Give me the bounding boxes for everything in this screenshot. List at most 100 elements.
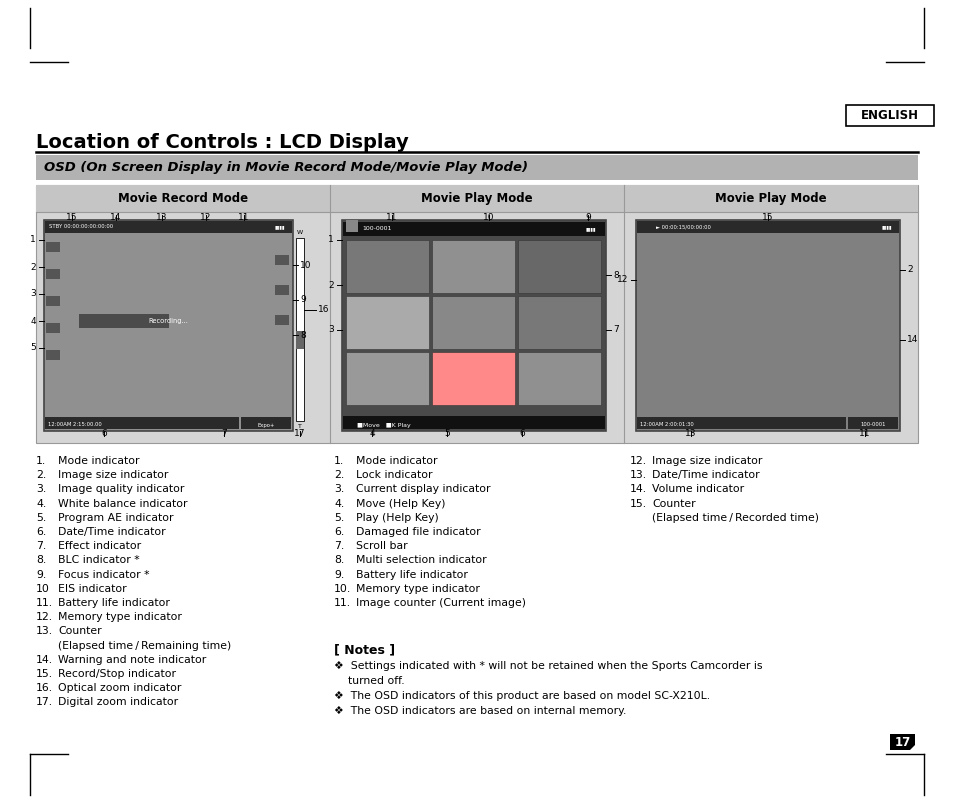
Text: 15: 15 [761, 213, 773, 222]
Text: ENGLISH: ENGLISH [861, 109, 918, 122]
Text: BLC indicator *: BLC indicator * [58, 556, 139, 565]
Bar [432, 240, 515, 293]
Bar [46, 323, 60, 333]
Text: ▮▮▮▮: ▮▮▮▮ [882, 225, 892, 229]
Text: [ Notes ]: [ Notes ] [334, 643, 395, 656]
Text: Warning and note indicator: Warning and note indicator [58, 654, 206, 665]
Text: STBY 00:00:00:00:00:00: STBY 00:00:00:00:00:00 [49, 225, 113, 229]
Text: Mode indicator: Mode indicator [355, 456, 437, 466]
Text: 1.: 1. [36, 456, 46, 466]
Text: Effect indicator: Effect indicator [58, 541, 141, 551]
Text: 3.: 3. [334, 484, 344, 494]
Text: Counter: Counter [651, 499, 695, 508]
Text: 6: 6 [518, 429, 524, 438]
Text: ❖  The OSD indicators of this product are based on model SC-X210L.: ❖ The OSD indicators of this product are… [334, 691, 709, 701]
Text: 14.: 14. [36, 654, 53, 665]
Text: 9.: 9. [334, 569, 344, 580]
Text: 1.: 1. [334, 456, 344, 466]
Text: Memory type indicator: Memory type indicator [58, 612, 182, 622]
Bar [845, 105, 933, 126]
Text: 17.: 17. [36, 698, 53, 707]
Text: Move (Help Key): Move (Help Key) [355, 499, 445, 508]
Bar [44, 220, 293, 431]
Text: 4.: 4. [36, 499, 46, 508]
Text: 3.: 3. [36, 484, 46, 494]
Text: ■Move   ■K Play: ■Move ■K Play [356, 423, 411, 427]
Text: 10.: 10. [334, 584, 351, 593]
Text: 8.: 8. [36, 556, 46, 565]
Bar [346, 296, 429, 349]
Text: 10: 10 [299, 261, 312, 269]
Bar [341, 220, 605, 431]
Bar [847, 417, 897, 429]
Text: 13: 13 [156, 213, 168, 222]
Text: 14: 14 [111, 213, 122, 222]
Bar [274, 255, 289, 265]
Text: Image size indicator: Image size indicator [58, 470, 168, 480]
Text: 13.: 13. [629, 470, 646, 480]
Text: 1: 1 [328, 236, 334, 245]
Text: 6.: 6. [334, 527, 344, 537]
Bar [295, 238, 304, 421]
Text: Movie Record Mode: Movie Record Mode [118, 192, 248, 205]
Text: 2: 2 [328, 281, 334, 290]
Text: 16: 16 [317, 306, 329, 314]
Text: 12: 12 [200, 213, 212, 222]
Text: Image counter (Current image): Image counter (Current image) [355, 598, 525, 608]
Text: Scroll bar: Scroll bar [355, 541, 407, 551]
Text: 2.: 2. [36, 470, 46, 480]
Text: Movie Play Mode: Movie Play Mode [420, 192, 533, 205]
Text: 10: 10 [36, 584, 50, 593]
Text: 9: 9 [299, 295, 305, 305]
Bar [79, 314, 169, 328]
Text: 15.: 15. [629, 499, 646, 508]
Text: Optical zoom indicator: Optical zoom indicator [58, 683, 181, 693]
Text: Image size indicator: Image size indicator [651, 456, 761, 466]
Text: 11: 11 [859, 429, 870, 438]
Bar [45, 417, 239, 429]
Text: 100-0001: 100-0001 [361, 226, 391, 232]
Text: Movie Play Mode: Movie Play Mode [715, 192, 826, 205]
Text: Counter: Counter [58, 626, 102, 637]
Bar [46, 350, 60, 360]
Text: Volume indicator: Volume indicator [651, 484, 743, 494]
Text: Current display indicator: Current display indicator [355, 484, 490, 494]
Text: 100-0001: 100-0001 [860, 423, 884, 427]
Text: 9: 9 [584, 213, 590, 222]
Text: Digital zoom indicator: Digital zoom indicator [58, 698, 178, 707]
Polygon shape [889, 734, 914, 750]
Text: 15: 15 [66, 213, 77, 222]
Text: 7.: 7. [334, 541, 344, 551]
Bar [46, 242, 60, 252]
Bar [636, 220, 899, 431]
Text: 14: 14 [906, 335, 918, 345]
Text: 12.: 12. [629, 456, 646, 466]
Text: Program AE indicator: Program AE indicator [58, 512, 173, 523]
Text: 12:00AM 2:15:00.00: 12:00AM 2:15:00.00 [48, 423, 102, 427]
Text: ▮▮▮▮: ▮▮▮▮ [585, 226, 596, 232]
Text: 11.: 11. [36, 598, 53, 608]
Bar [274, 315, 289, 325]
Text: Lock indicator: Lock indicator [355, 470, 432, 480]
Text: 2: 2 [30, 262, 36, 272]
Text: 7.: 7. [36, 541, 46, 551]
Text: 2: 2 [906, 265, 912, 274]
Text: 4: 4 [30, 317, 36, 326]
Text: Location of Controls : LCD Display: Location of Controls : LCD Display [36, 132, 408, 152]
Text: 10: 10 [483, 213, 495, 222]
Text: ❖  Settings indicated with * will not be retained when the Sports Camcorder is: ❖ Settings indicated with * will not be … [334, 661, 761, 670]
Text: 5: 5 [444, 429, 450, 438]
Text: ► 00:00:15/00:00:00: ► 00:00:15/00:00:00 [656, 225, 710, 229]
Text: EIS indicator: EIS indicator [58, 584, 127, 593]
Bar [637, 221, 898, 233]
Text: Image quality indicator: Image quality indicator [58, 484, 184, 494]
Text: 9.: 9. [36, 569, 46, 580]
Bar [274, 285, 289, 295]
Text: Date/Time indicator: Date/Time indicator [651, 470, 759, 480]
Text: 17: 17 [294, 429, 305, 438]
Bar [46, 296, 60, 306]
Text: 6.: 6. [36, 527, 46, 537]
Text: 17: 17 [894, 735, 910, 748]
Text: 15.: 15. [36, 669, 53, 679]
Bar [343, 416, 604, 429]
